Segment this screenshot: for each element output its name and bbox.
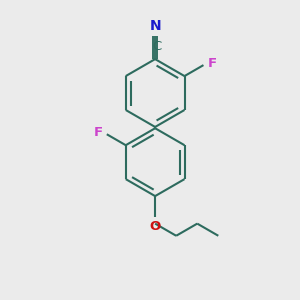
Text: F: F xyxy=(207,57,216,70)
Text: F: F xyxy=(94,127,103,140)
Text: C: C xyxy=(152,40,161,53)
Text: N: N xyxy=(150,19,162,33)
Text: O: O xyxy=(149,220,161,233)
